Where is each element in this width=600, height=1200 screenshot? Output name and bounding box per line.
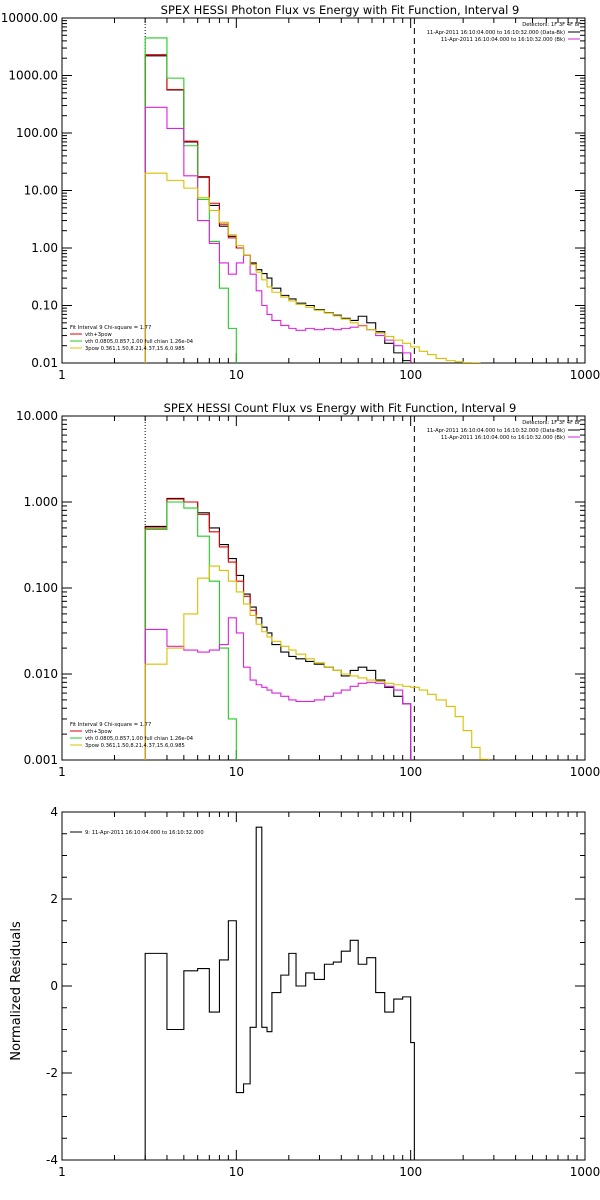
photon-flux-title: SPEX HESSI Photon Flux vs Energy with Fi… bbox=[161, 3, 520, 17]
y-tick-label: 0.10 bbox=[31, 299, 58, 313]
legend-left-entry: vth 0.0805,0.857,1.00 full chian 1.26e-0… bbox=[85, 339, 194, 345]
y-tick-label: 1.000 bbox=[24, 495, 58, 509]
x-tick-label: 1 bbox=[58, 765, 66, 779]
y-tick-label: 2 bbox=[50, 892, 58, 906]
legend-left-entry: vth 0.0805,0.857,1.00 full chian 1.26e-0… bbox=[85, 736, 194, 742]
x-tick-label: 100 bbox=[399, 368, 422, 382]
y-tick-label: 0.001 bbox=[24, 753, 58, 767]
legend-right-header: Detectors: 1F 3F 4F 8F bbox=[522, 420, 581, 426]
x-tick-label: 10 bbox=[229, 765, 244, 779]
y-tick-label: 10000.00 bbox=[1, 11, 58, 25]
series-line bbox=[144, 37, 237, 363]
y-tick-label: 10.00 bbox=[24, 184, 58, 198]
x-tick-label: 1000 bbox=[570, 368, 600, 382]
series-line bbox=[144, 501, 237, 760]
x-tick-label: 1000 bbox=[570, 1165, 600, 1179]
series-line bbox=[144, 55, 412, 363]
x-tick-label: 10 bbox=[229, 368, 244, 382]
count-flux-panel: SPEX HESSI Count Flux vs Energy with Fit… bbox=[16, 401, 600, 779]
x-tick-label: 1 bbox=[58, 368, 66, 382]
legend-left-entry: 9: 11-Apr-2011 16:10:04.000 to 16:10:32.… bbox=[85, 830, 204, 836]
count-flux-title: SPEX HESSI Count Flux vs Energy with Fit… bbox=[164, 401, 517, 415]
series-line bbox=[144, 498, 257, 760]
series-line bbox=[144, 497, 412, 760]
y-tick-label: 1000.00 bbox=[8, 69, 58, 83]
x-tick-label: 10 bbox=[229, 1165, 244, 1179]
legend-right-entry: 11-Apr-2011 16:10:04.000 to 16:10:32.000… bbox=[441, 435, 565, 441]
legend-left-entry: 3pow 0.361,1.50,8.21,4.37,15.6,0.985 bbox=[85, 346, 185, 352]
x-tick-label: 100 bbox=[399, 765, 422, 779]
legend-right-entry: 11-Apr-2011 16:10:04.000 to 16:10:32.000… bbox=[441, 37, 565, 43]
series-line bbox=[144, 617, 412, 760]
legend-right-entry: 11-Apr-2011 16:10:04.000 to 16:10:32.000… bbox=[427, 30, 565, 36]
residuals-y-axis-label: Normalized Residuals bbox=[9, 921, 24, 1061]
plot-frame bbox=[61, 415, 586, 761]
x-tick-label: 100 bbox=[399, 1165, 422, 1179]
legend-left-entry: vth+3pow bbox=[85, 332, 113, 338]
x-tick-label: 1 bbox=[58, 1165, 66, 1179]
y-tick-label: 0.010 bbox=[24, 667, 58, 681]
residuals-panel: Normalized Residuals 1 10 100 1000 -4 -2 0 2 4 9:… bbox=[9, 805, 600, 1179]
legend-right-header: Detectors: 1F 3F 4F 8F bbox=[522, 22, 581, 28]
x-tick-label: 1000 bbox=[570, 765, 600, 779]
legend-left-entry: 3pow 0.361,1.50,8.21,4.37,15.6,0.985 bbox=[85, 743, 185, 749]
series-line bbox=[144, 172, 481, 363]
y-tick-label: 0.100 bbox=[24, 581, 58, 595]
y-tick-label: 0 bbox=[50, 979, 58, 993]
series-line bbox=[144, 826, 415, 1160]
legend-left-header: Fit Interval 9 Chi-square = 1.77 bbox=[70, 722, 151, 728]
plot-frame bbox=[61, 17, 586, 364]
y-tick-label: 100.00 bbox=[16, 126, 58, 140]
legend-left-header: Fit Interval 9 Chi-square = 1.77 bbox=[70, 325, 151, 331]
series-line bbox=[144, 565, 490, 760]
y-tick-label: 4 bbox=[50, 805, 58, 819]
y-tick-label: 1.00 bbox=[31, 241, 58, 255]
plot-frame bbox=[61, 811, 586, 1161]
legend-left-entry: vth+3pow bbox=[85, 729, 113, 735]
y-tick-label: -2 bbox=[46, 1066, 58, 1080]
photon-flux-panel: SPEX HESSI Photon Flux vs Energy with Fi… bbox=[1, 3, 600, 382]
legend-right-entry: 11-Apr-2011 16:10:04.000 to 16:10:32.000… bbox=[427, 428, 565, 434]
y-tick-label: 0.01 bbox=[31, 356, 58, 370]
y-tick-label: 10.000 bbox=[16, 409, 58, 423]
series-line bbox=[144, 54, 257, 363]
y-tick-label: -4 bbox=[46, 1153, 58, 1167]
